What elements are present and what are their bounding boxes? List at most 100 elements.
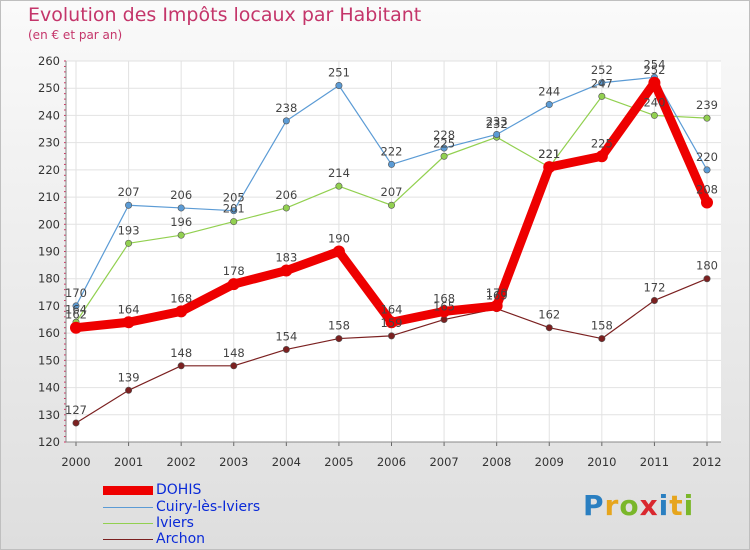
- point-cuiry-les-iviers: [545, 101, 553, 109]
- point-cuiry-les-iviers: [125, 201, 133, 209]
- data-label-archon: 162: [538, 308, 560, 322]
- y-tick-label: 200: [38, 217, 60, 231]
- y-tick-label: 160: [38, 326, 60, 340]
- point-iviers: [703, 114, 711, 122]
- data-label-iviers: 221: [538, 147, 560, 161]
- data-label-dohis: 178: [223, 264, 245, 278]
- point-cuiry-les-iviers: [177, 204, 185, 212]
- point-dohis: [122, 316, 135, 329]
- point-dohis: [385, 316, 398, 329]
- data-label-archon: 159: [381, 316, 403, 330]
- y-tick-label: 170: [38, 299, 60, 313]
- point-cuiry-les-iviers: [387, 160, 395, 168]
- data-label-archon: 127: [65, 403, 87, 417]
- data-label-archon: 148: [170, 346, 192, 360]
- data-label-iviers: 225: [433, 136, 455, 150]
- point-dohis: [701, 196, 713, 209]
- y-tick-label: 140: [38, 381, 60, 395]
- data-label-cuiry-les-iviers: 170: [65, 286, 87, 300]
- data-label-archon: 158: [328, 319, 350, 333]
- chart-title: Evolution des Impôts locaux par Habitant: [28, 4, 422, 26]
- x-tick-label: 2006: [377, 455, 406, 469]
- x-tick-label: 2009: [535, 455, 564, 469]
- data-label-cuiry-les-iviers: 207: [118, 185, 140, 199]
- point-cuiry-les-iviers: [493, 130, 501, 138]
- data-label-dohis: 168: [433, 291, 455, 305]
- data-label-dohis: 221: [538, 147, 560, 161]
- point-iviers: [650, 111, 658, 119]
- data-label-dohis: 162: [65, 308, 87, 322]
- data-label-iviers: 193: [118, 223, 140, 237]
- point-cuiry-les-iviers: [703, 166, 711, 174]
- data-label-archon: 158: [591, 319, 613, 333]
- point-dohis: [648, 76, 661, 89]
- point-archon: [335, 335, 343, 343]
- point-iviers: [598, 92, 606, 100]
- data-label-archon: 169: [486, 289, 508, 303]
- point-archon: [125, 386, 133, 394]
- point-dohis: [332, 245, 345, 258]
- y-tick-label: 230: [38, 136, 60, 150]
- point-iviers: [125, 239, 133, 247]
- data-label-iviers: 164: [65, 302, 87, 316]
- point-cuiry-les-iviers: [598, 79, 606, 87]
- x-tick-label: 2002: [167, 455, 196, 469]
- data-label-dohis: 164: [381, 302, 403, 316]
- point-iviers: [387, 201, 395, 209]
- data-label-iviers: 214: [328, 166, 350, 180]
- legend-label-cuiry-les-iviers: Cuiry-lès-Iviers: [156, 499, 261, 515]
- legend-swatch-cuiry-les-iviers: [103, 507, 153, 508]
- data-label-archon: 154: [275, 329, 297, 343]
- y-tick-label: 120: [38, 435, 60, 449]
- point-cuiry-les-iviers: [230, 207, 238, 215]
- data-label-archon: 180: [696, 259, 718, 273]
- data-label-iviers: 196: [170, 215, 192, 229]
- x-tick-label: 2004: [272, 455, 301, 469]
- legend-label-iviers: Iviers: [156, 515, 194, 531]
- y-tick-label: 130: [38, 408, 60, 422]
- data-label-cuiry-les-iviers: 222: [381, 144, 403, 158]
- y-tick-label: 150: [38, 353, 60, 367]
- point-dohis: [595, 150, 608, 163]
- data-label-iviers: 232: [486, 117, 508, 131]
- logo-letter: r: [604, 489, 620, 522]
- data-label-cuiry-les-iviers: 228: [433, 128, 455, 142]
- y-tick-label: 240: [38, 108, 60, 122]
- point-dohis: [227, 278, 240, 291]
- point-iviers: [230, 218, 238, 226]
- point-dohis: [490, 299, 503, 312]
- data-label-cuiry-les-iviers: 254: [643, 57, 665, 71]
- data-label-dohis: 164: [118, 302, 140, 316]
- point-cuiry-les-iviers: [282, 117, 290, 125]
- x-tick-label: 2012: [692, 455, 721, 469]
- data-label-dohis: 170: [486, 286, 508, 300]
- chart-subtitle: (en € et par an): [28, 28, 123, 42]
- data-label-iviers: 201: [223, 202, 245, 216]
- legend-label-dohis: DOHIS: [156, 482, 202, 498]
- legend-swatch-iviers: [103, 523, 153, 524]
- data-label-cuiry-les-iviers: 205: [223, 191, 245, 205]
- data-label-dohis: 168: [170, 291, 192, 305]
- legend-swatch-dohis: [103, 486, 153, 495]
- data-label-dohis: 183: [275, 251, 297, 265]
- data-label-cuiry-les-iviers: 244: [538, 85, 560, 99]
- data-label-cuiry-les-iviers: 251: [328, 65, 350, 79]
- point-iviers: [282, 204, 290, 212]
- x-tick-label: 2011: [640, 455, 669, 469]
- logo-letter: i: [683, 489, 695, 522]
- point-iviers: [440, 152, 448, 160]
- x-tick-label: 2000: [61, 455, 90, 469]
- proxiti-logo: Proxiti: [583, 489, 694, 522]
- logo-letter: P: [583, 489, 605, 522]
- x-tick-label: 2001: [114, 455, 143, 469]
- point-archon: [387, 332, 395, 340]
- data-label-iviers: 247: [591, 76, 613, 90]
- point-iviers: [335, 182, 343, 190]
- point-archon: [703, 275, 711, 283]
- data-label-dohis: 190: [328, 232, 350, 246]
- point-dohis: [280, 264, 293, 277]
- data-label-archon: 148: [223, 346, 245, 360]
- point-dohis: [175, 305, 188, 318]
